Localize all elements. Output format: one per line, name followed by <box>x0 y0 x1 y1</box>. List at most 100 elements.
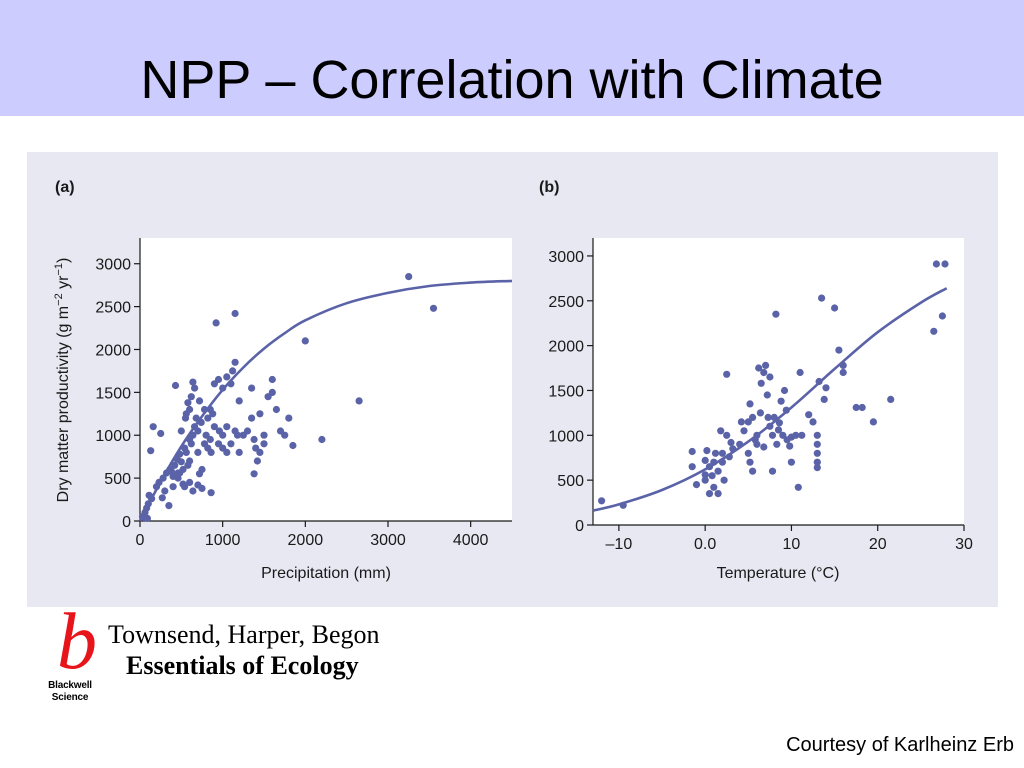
chart-a-x-tick-label: 4000 <box>453 532 489 549</box>
y-label-end: ) <box>55 258 72 263</box>
chart-a-data-point <box>256 410 264 418</box>
chart-a-data-point <box>206 435 214 444</box>
chart-a-data-point <box>191 384 199 392</box>
chart-a-data-point <box>186 478 194 486</box>
chart-a-data-point <box>223 448 231 456</box>
chart-b-data-point <box>755 364 763 372</box>
chart-b-data-point <box>813 431 821 439</box>
chart-b-data-point <box>813 440 821 448</box>
publisher-line1: Blackwell <box>48 680 92 691</box>
chart-b-data-point <box>782 406 790 414</box>
chart-b-data-point <box>775 419 784 427</box>
chart-a-y-tick-label: 1500 <box>95 385 131 402</box>
chart-a-data-point <box>268 375 276 384</box>
chart-b-data-point <box>930 327 938 335</box>
chart-a-data-point <box>198 484 206 492</box>
chart-b-data-point <box>760 368 768 377</box>
chart-a-data-point <box>248 414 256 422</box>
chart-b-data-point <box>723 431 731 439</box>
chart-b-data-point <box>852 403 860 412</box>
chart-b-data-point <box>798 431 806 439</box>
chart-b-data-point <box>688 463 696 471</box>
chart-b-x-tick-label: 0.0 <box>694 536 716 553</box>
chart-a-data-point <box>176 450 184 458</box>
chart-b-data-point <box>751 436 759 444</box>
publisher-line2: Science <box>51 692 89 703</box>
chart-a-data-point <box>186 457 194 465</box>
chart-b-data-point <box>887 395 895 403</box>
chart-b-data-point <box>822 384 830 392</box>
chart-a-data-point <box>233 431 242 439</box>
chart-a-data-point <box>177 427 185 435</box>
chart-b-data-point <box>760 443 768 451</box>
chart-a-data-point <box>144 500 152 508</box>
chart-a-data-point <box>147 447 155 455</box>
chart-a-y-tick-label: 3000 <box>95 257 131 274</box>
chart-b-data-point <box>729 445 737 453</box>
chart-a-y-tick-label: 1000 <box>95 428 131 445</box>
chart-b-y-tick-label: 2000 <box>548 339 584 356</box>
chart-a-data-point <box>182 410 190 418</box>
chart-b-data-point <box>723 370 731 378</box>
chart-b-x-tick-label: 10 <box>783 536 801 553</box>
chart-b-data-point <box>831 304 839 312</box>
chart-a-data-point <box>231 358 239 366</box>
chart-b-x-axis-label: Temperature (°C) <box>717 565 840 582</box>
chart-b-data-point <box>708 472 716 480</box>
chart-b-data-point <box>737 418 746 426</box>
chart-b-data-point <box>764 413 772 421</box>
slide-title: NPP – Correlation with Climate <box>140 50 884 110</box>
chart-a-data-point <box>268 388 276 396</box>
chart-a-panel-label: (a) <box>55 179 75 196</box>
chart-b-data-point <box>766 422 774 430</box>
chart-b-data-point <box>688 447 696 456</box>
chart-a-data-point <box>165 502 173 510</box>
chart-a-y-axis-label: Dry matter productivity (g m−2 yr−1) <box>53 258 72 503</box>
chart-b-data-point <box>779 431 787 439</box>
chart-a-data-point <box>189 487 197 495</box>
chart-a-data-point <box>250 435 258 444</box>
chart-b-x-tick-label: –10 <box>606 536 633 553</box>
chart-b-data-point <box>714 490 722 498</box>
chart-a-data-point <box>171 461 179 469</box>
chart-b-data-point <box>762 361 770 369</box>
chart-b-plot-area <box>593 238 964 525</box>
chart-b-data-point <box>757 379 765 387</box>
chart-b-y-tick-label: 1000 <box>548 428 584 445</box>
chart-b-data-point <box>720 476 728 484</box>
chart-b-data-point <box>701 471 709 479</box>
chart-a-data-point <box>235 448 243 456</box>
chart-b-data-point <box>815 377 823 386</box>
chart-a-data-point <box>256 448 264 456</box>
chart-b-data-point <box>692 481 701 489</box>
chart-a-data-point <box>219 384 227 392</box>
chart-a-data-point <box>158 494 166 502</box>
chart-b-data-point <box>598 497 606 505</box>
chart-a-data-point <box>159 474 167 482</box>
chart-b-data-point <box>786 442 794 450</box>
chart-a-data-point <box>289 441 297 450</box>
chart-b-data-point <box>813 458 821 466</box>
chart-a-data-point <box>184 399 192 407</box>
chart-b-data-point <box>932 260 941 268</box>
chart-b-data-point <box>717 427 725 435</box>
chart-b-data-point <box>749 413 757 421</box>
chart-b-data-point <box>774 426 783 434</box>
chart-a-data-point <box>195 397 204 405</box>
y-label-sup1: −2 <box>53 293 65 306</box>
chart-a-x-tick-label: 1000 <box>205 532 241 549</box>
y-label-mid: yr <box>55 275 72 293</box>
chart-b-data-point <box>619 501 627 509</box>
chart-b-data-point <box>756 409 765 417</box>
chart-a-data-point <box>235 397 243 405</box>
chart-a-data-point <box>272 405 280 414</box>
book-logo-icon: b <box>57 598 97 686</box>
chart-b-y-tick-label: 2500 <box>548 294 584 311</box>
chart-b-data-point <box>749 467 757 475</box>
chart-b-data-point <box>839 361 847 369</box>
chart-b-data-point <box>818 294 826 302</box>
chart-a-data-point <box>174 474 182 482</box>
chart-b-data-point <box>768 467 777 475</box>
chart-b-y-tick-label: 500 <box>557 473 584 490</box>
chart-a-data-point <box>161 487 169 495</box>
